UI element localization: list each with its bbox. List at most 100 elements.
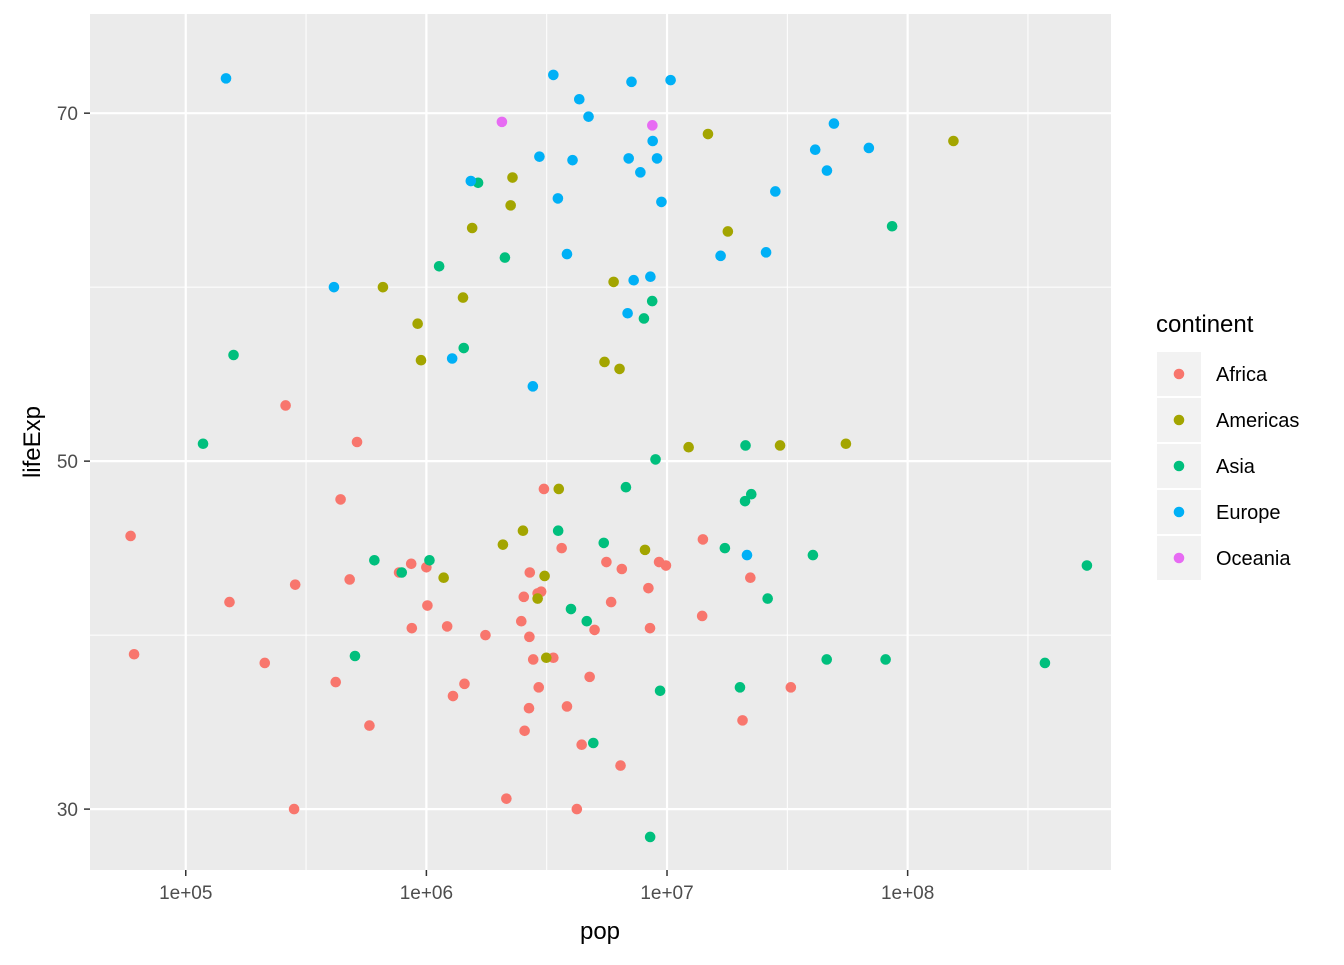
point-europe xyxy=(446,353,458,364)
point-asia xyxy=(396,567,408,578)
point-europe xyxy=(715,250,726,262)
legend-label-asia: Asia xyxy=(1216,456,1256,478)
point-americas xyxy=(539,570,550,582)
point-africa xyxy=(785,682,797,693)
point-europe xyxy=(623,153,634,164)
legend-label-oceania: Oceania xyxy=(1216,548,1291,570)
point-americas xyxy=(497,539,509,550)
point-africa xyxy=(615,760,626,771)
point-oceania xyxy=(496,116,508,128)
point-africa xyxy=(527,654,539,665)
point-africa xyxy=(616,563,628,575)
point-europe xyxy=(645,271,656,283)
point-africa xyxy=(605,596,617,608)
gridlines xyxy=(90,14,1111,870)
x-tick-label: 1e+05 xyxy=(159,883,212,904)
point-asia xyxy=(638,313,650,324)
point-asia xyxy=(598,537,610,549)
point-africa xyxy=(518,591,530,603)
x-tick-label: 1e+07 xyxy=(640,883,693,904)
point-americas xyxy=(614,363,625,375)
point-europe xyxy=(651,153,663,164)
point-asia xyxy=(719,542,731,554)
point-africa xyxy=(459,678,470,690)
point-europe xyxy=(534,151,545,162)
point-americas xyxy=(540,652,552,664)
point-asia xyxy=(821,654,833,665)
point-africa xyxy=(447,690,459,702)
point-americas xyxy=(507,172,518,183)
point-americas xyxy=(722,226,734,237)
data-points xyxy=(125,69,1093,843)
point-americas xyxy=(377,281,389,293)
legend-dot-americas xyxy=(1173,414,1185,426)
point-asia xyxy=(369,555,380,566)
legend-label-europe: Europe xyxy=(1216,502,1281,524)
legend-label-americas: Americas xyxy=(1216,410,1299,432)
point-europe xyxy=(770,186,781,197)
point-asia xyxy=(1039,657,1051,669)
point-europe xyxy=(863,142,875,154)
point-africa xyxy=(501,793,512,804)
point-europe xyxy=(741,549,753,561)
legend-dot-oceania xyxy=(1173,552,1185,564)
y-tick-label: 30 xyxy=(57,800,78,821)
point-africa xyxy=(441,621,453,632)
point-europe xyxy=(567,154,578,166)
point-asia xyxy=(620,481,632,493)
x-axis-title: pop xyxy=(580,918,620,945)
point-africa xyxy=(561,701,573,712)
point-americas xyxy=(774,440,786,451)
point-africa xyxy=(259,657,271,669)
point-africa xyxy=(351,436,363,448)
point-africa xyxy=(524,567,536,578)
point-africa xyxy=(289,579,301,590)
point-africa xyxy=(364,720,375,731)
plot-panel xyxy=(90,14,1111,870)
point-asia xyxy=(1081,560,1093,571)
point-asia xyxy=(745,488,757,500)
point-asia xyxy=(588,737,599,749)
point-americas xyxy=(466,222,478,234)
point-europe xyxy=(527,381,539,392)
point-asia xyxy=(581,615,593,627)
point-africa xyxy=(523,702,535,714)
point-africa xyxy=(422,600,433,611)
point-asia xyxy=(433,260,445,272)
point-africa xyxy=(288,803,300,815)
point-asia xyxy=(499,252,511,263)
point-africa xyxy=(330,676,342,688)
point-asia xyxy=(646,295,658,307)
point-europe xyxy=(574,93,585,105)
y-axis-title: lifeExp xyxy=(19,406,46,478)
point-africa xyxy=(533,682,545,693)
point-americas xyxy=(415,354,427,366)
point-asia xyxy=(197,438,209,450)
point-asia xyxy=(228,349,239,361)
point-africa xyxy=(660,560,672,571)
point-africa xyxy=(737,715,748,726)
point-americas xyxy=(553,483,565,495)
point-asia xyxy=(886,220,898,232)
point-africa xyxy=(538,483,550,495)
point-europe xyxy=(622,307,633,319)
point-europe xyxy=(220,73,232,84)
point-asia xyxy=(644,831,656,843)
point-asia xyxy=(807,549,819,561)
point-asia xyxy=(880,654,891,665)
point-americas xyxy=(702,128,714,140)
point-europe xyxy=(561,248,573,260)
point-americas xyxy=(599,356,610,368)
point-africa xyxy=(601,556,612,568)
point-europe xyxy=(809,144,821,156)
point-asia xyxy=(654,685,666,697)
point-americas xyxy=(948,135,959,147)
point-africa xyxy=(696,610,708,622)
point-africa xyxy=(589,624,600,636)
point-africa xyxy=(480,629,491,641)
point-americas xyxy=(517,525,529,537)
point-africa xyxy=(406,622,418,634)
point-asia xyxy=(734,682,746,693)
axes: 1e+05 1e+06 1e+07 1e+08 30 50 70 xyxy=(57,104,934,904)
